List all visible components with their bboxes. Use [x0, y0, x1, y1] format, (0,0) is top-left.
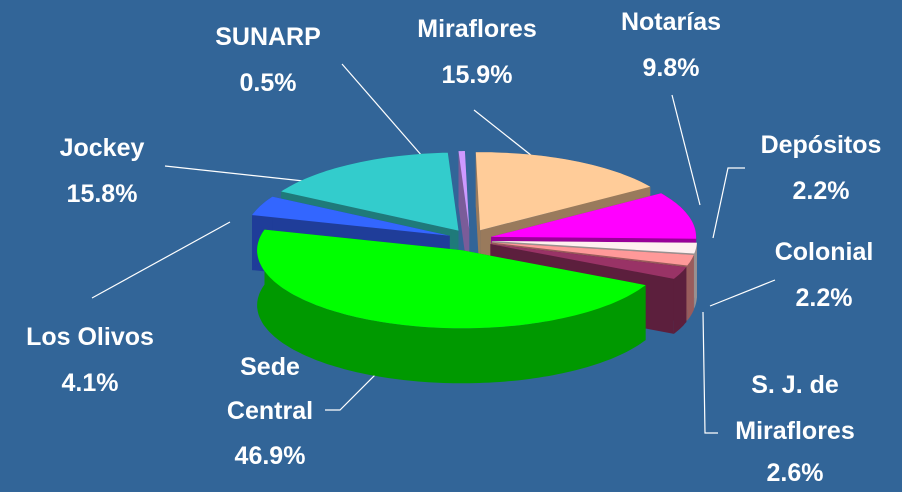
leader-line — [671, 94, 701, 206]
value-label: 15.9% — [441, 61, 513, 89]
slice-top — [475, 152, 651, 231]
value-label: 15.8% — [66, 180, 138, 208]
label: Depósitos 2.2% — [761, 122, 882, 214]
value-label: 4.1% — [61, 369, 119, 397]
slice — [257, 229, 646, 384]
slice-top — [491, 241, 697, 254]
value-label: 9.8% — [642, 54, 700, 82]
category-label: S. J. de Miraflores — [735, 371, 855, 445]
slices — [252, 151, 697, 384]
slice-top — [252, 196, 450, 236]
category-label: Jockey — [59, 134, 145, 162]
slice-top — [491, 242, 694, 266]
category-label: Los Olivos — [26, 323, 154, 351]
category-label: Depósitos — [760, 131, 882, 159]
label: Notarías 9.8% — [621, 0, 721, 91]
leader-line — [91, 221, 231, 299]
leader-line — [164, 165, 323, 184]
slice-top — [281, 152, 459, 231]
leader-line — [709, 279, 776, 307]
value-label: 2.6% — [766, 459, 824, 487]
label: Jockey 15.8% — [60, 125, 145, 217]
category-label: Notarías — [620, 8, 722, 36]
leader-line — [702, 311, 718, 434]
category-label: Sede Central — [226, 353, 314, 425]
slice-top — [491, 193, 697, 239]
slice-top — [458, 151, 470, 229]
value-label: 2.2% — [792, 177, 850, 205]
label: Los Olivos 4.1% — [0, 314, 180, 406]
label: SUNARP 0.5% — [215, 14, 321, 106]
label: Sede Central 46.9% — [210, 345, 330, 479]
value-label: 2.2% — [795, 284, 853, 312]
slice-side — [257, 229, 646, 384]
label: Colonial 2.2% — [775, 229, 874, 321]
label: S. J. de Miraflores 2.6% — [715, 362, 875, 492]
slice-side — [694, 242, 697, 309]
slice-side — [687, 255, 694, 321]
slice-top — [257, 229, 646, 329]
value-label: 46.9% — [234, 442, 306, 470]
category-label: Colonial — [774, 238, 874, 266]
leader-line — [712, 167, 745, 239]
value-label: 0.5% — [239, 69, 297, 97]
category-label: SUNARP — [215, 23, 321, 51]
label: Miraflores 15.9% — [417, 6, 536, 98]
slice — [458, 151, 470, 284]
slice-top — [490, 244, 687, 279]
category-label: Miraflores — [417, 15, 537, 43]
slice-side — [673, 267, 687, 334]
